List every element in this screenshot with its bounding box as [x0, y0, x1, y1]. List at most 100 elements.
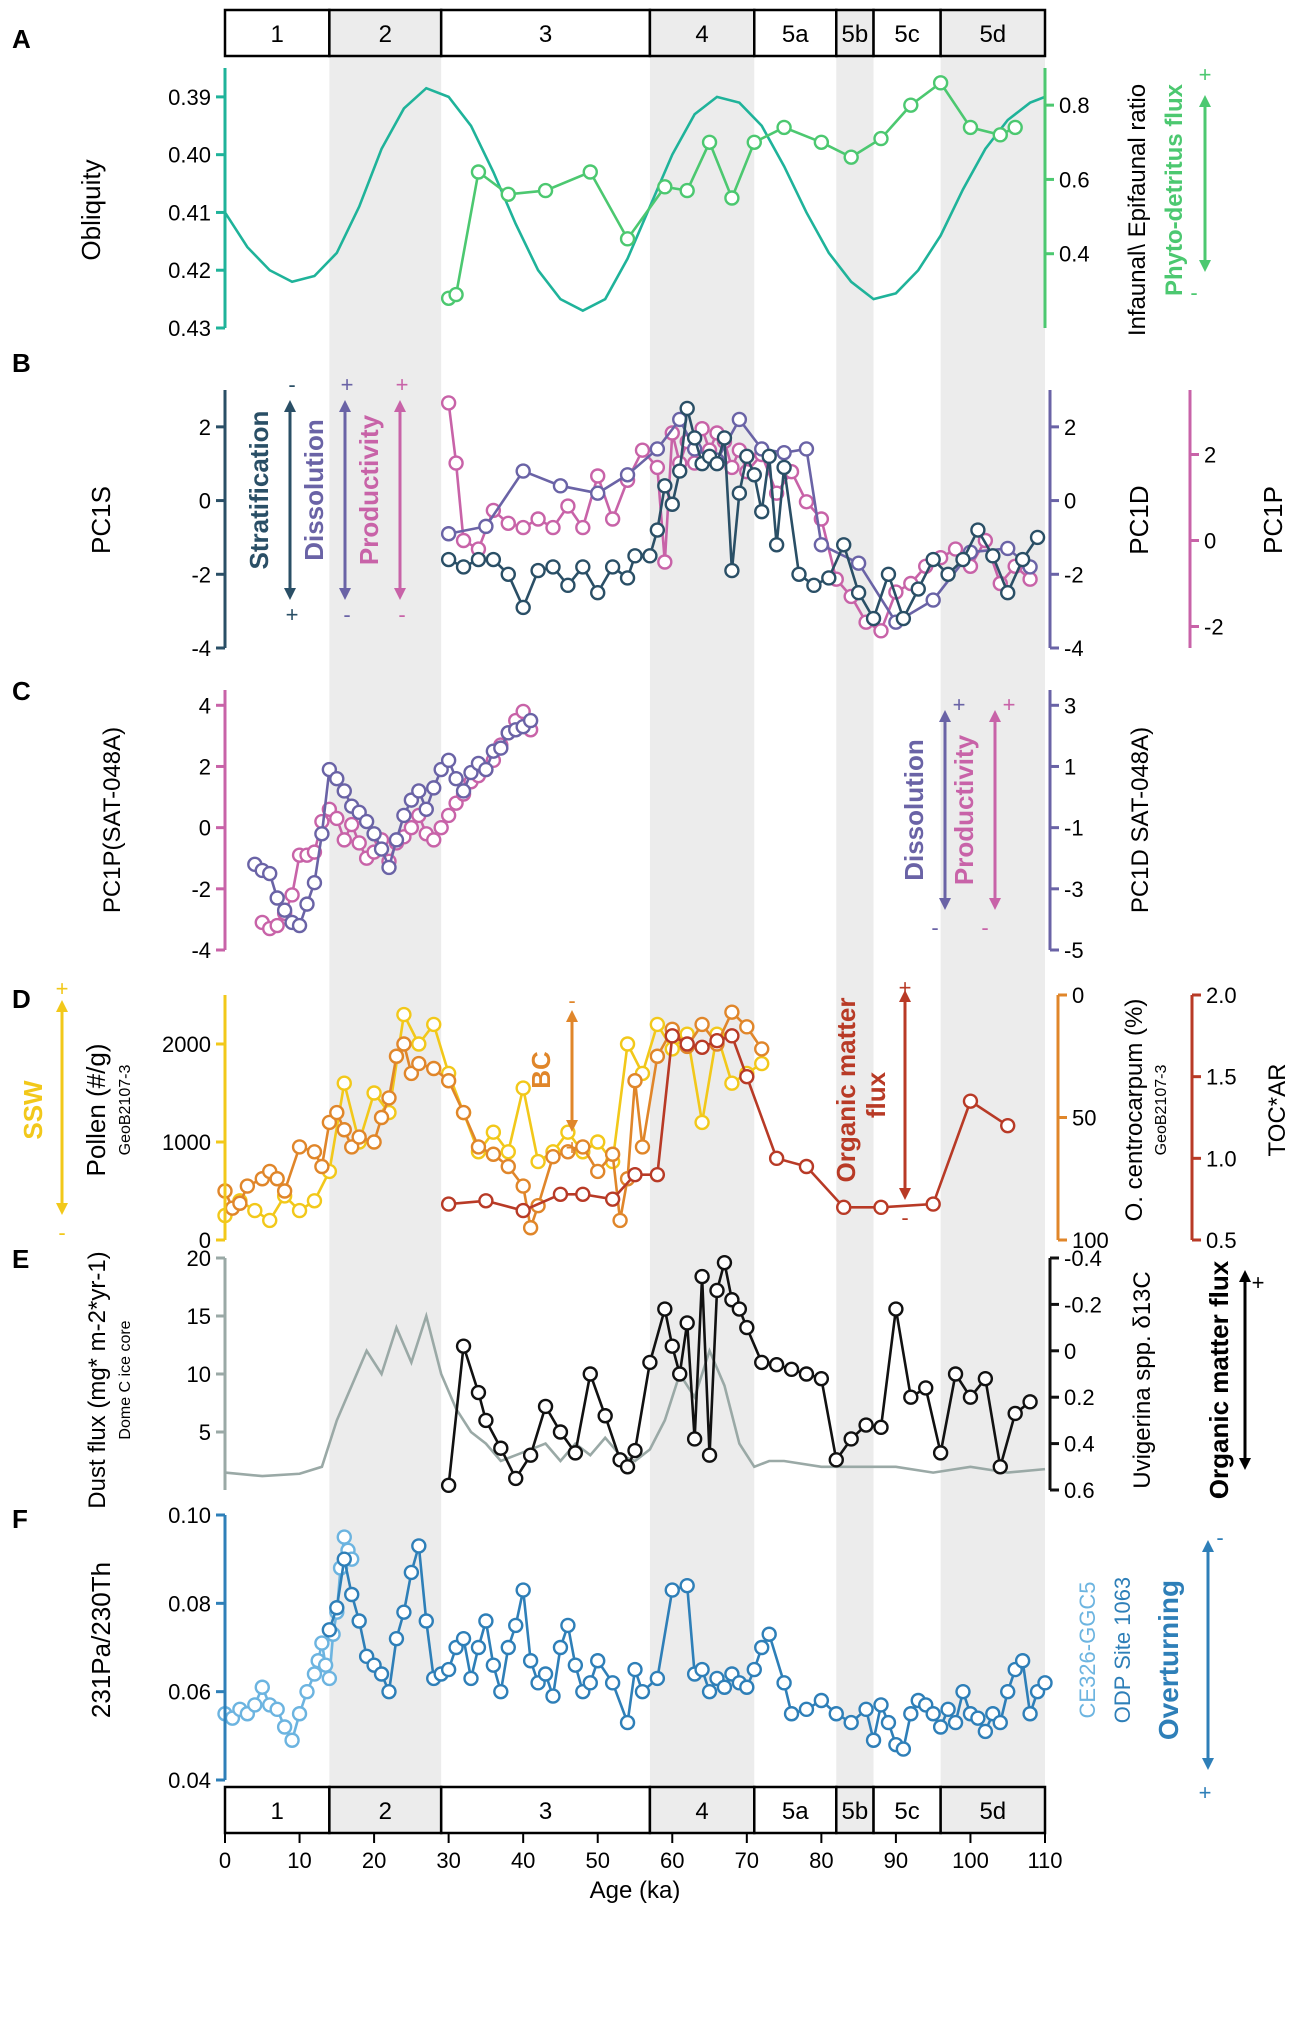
- d-left-label: Pollen (#/g): [81, 1044, 111, 1177]
- data-point: [1037, 1675, 1053, 1691]
- data-point: [649, 1166, 666, 1183]
- data-point: [478, 1412, 494, 1429]
- c-arrow-label-1: Productivity: [949, 734, 979, 885]
- data-point: [761, 448, 777, 465]
- stage-bars: 1 2 3 4 5a 5b 5c 5d 1 2 3 4 5a 5b 5c 5d: [223, 8, 1047, 1835]
- x-tick-label: 20: [362, 1848, 386, 1873]
- data-point: [426, 1016, 442, 1033]
- data-point: [1000, 1683, 1016, 1700]
- data-point: [396, 1036, 412, 1052]
- data-point: [977, 1370, 994, 1387]
- data-point: [552, 1424, 569, 1440]
- data-point: [582, 1366, 598, 1382]
- data-point: [590, 1653, 606, 1669]
- data-point: [873, 1697, 889, 1713]
- c-right-axis-tick-label: -3: [1064, 877, 1084, 902]
- panel-letter-D: D: [12, 984, 31, 1014]
- d-arrow-bc-head-up: [566, 1010, 578, 1022]
- panel-letter-C: C: [12, 676, 31, 706]
- data-point: [768, 1357, 785, 1373]
- data-point: [575, 559, 591, 575]
- data-point: [813, 134, 830, 150]
- data-point: [634, 1139, 651, 1155]
- data-point: [306, 1193, 323, 1209]
- data-point: [448, 286, 464, 303]
- data-point: [455, 783, 472, 799]
- stage-box-2: [328, 8, 443, 58]
- data-point: [686, 1431, 703, 1447]
- data-point: [522, 712, 539, 729]
- data-point: [485, 1146, 502, 1162]
- data-point: [776, 119, 792, 136]
- data-point: [776, 1675, 792, 1691]
- data-point: [590, 1163, 606, 1180]
- data-point: [664, 1028, 680, 1044]
- b-arrow-0-head-down: [284, 588, 296, 600]
- data-point: [269, 917, 285, 934]
- d-ssw-top: +: [56, 976, 69, 1001]
- data-point: [500, 186, 516, 202]
- data-point: [1007, 119, 1023, 136]
- data-point: [299, 1683, 315, 1700]
- b-arrow-bottom-0: +: [286, 602, 299, 627]
- data-point: [783, 1361, 800, 1378]
- b-mid-axis-tick-label: 2: [1064, 415, 1076, 440]
- d-mid-sublabel: GeoB2107-3: [1153, 1065, 1170, 1156]
- data-point: [448, 455, 464, 471]
- data-point: [821, 570, 837, 586]
- data-point: [575, 1186, 591, 1202]
- data-point: [880, 1714, 897, 1731]
- e-arrow-head-down: [1239, 1458, 1251, 1470]
- data-point: [679, 1036, 695, 1052]
- data-point: [746, 467, 762, 483]
- data-point: [455, 1338, 472, 1354]
- c-left-axis-tick-label: 0: [199, 816, 211, 841]
- data-point: [672, 1366, 688, 1382]
- data-point: [888, 1301, 904, 1317]
- data-point: [843, 1431, 859, 1447]
- b-arrow-2-head-up: [394, 400, 406, 412]
- data-point: [455, 559, 472, 575]
- d-arrow-ssw-head-down: [56, 1203, 68, 1215]
- d-right-axis-tick-label: 2.0: [1206, 983, 1237, 1008]
- data-point: [746, 134, 762, 150]
- data-point: [239, 1178, 256, 1194]
- c-arrow-bottom-0: -: [931, 915, 938, 940]
- data-point: [433, 819, 449, 836]
- data-point: [903, 1706, 919, 1722]
- d-bc-bottom: +: [566, 1135, 579, 1160]
- c-right-label: PC1D SAT-048A): [1127, 727, 1154, 913]
- stage-box-3: [439, 1785, 652, 1835]
- data-point: [440, 1196, 457, 1212]
- data-point: [403, 1564, 420, 1581]
- x-axis-title: Age (ka): [590, 1877, 681, 1904]
- b-right-axis-tick-label: 0: [1204, 529, 1216, 554]
- e-arrow-label: Organic matter flux: [1204, 1260, 1234, 1499]
- c-arrow-label-0: Dissolution: [899, 739, 929, 881]
- data-point: [470, 551, 487, 568]
- data-point: [843, 1714, 859, 1731]
- data-point: [925, 592, 941, 608]
- data-point: [672, 463, 688, 479]
- c-right-axis-tick-label: -5: [1064, 938, 1084, 963]
- data-point: [619, 467, 636, 483]
- data-point: [232, 1195, 248, 1211]
- data-point: [269, 1171, 285, 1187]
- b-left-axis-tick-label: 2: [199, 415, 211, 440]
- data-point: [329, 1600, 345, 1616]
- data-point: [262, 1212, 278, 1229]
- data-point: [828, 1706, 844, 1722]
- labels-layer: A Obliquity Infaunal\ Epifaunal ratio Phyto…: [12, 24, 1291, 1805]
- data-point: [396, 1006, 412, 1023]
- data-point: [1000, 1117, 1016, 1134]
- data-point: [269, 1701, 285, 1718]
- data-point: [1007, 1405, 1023, 1422]
- data-point: [619, 570, 636, 586]
- e-arrow-bottom: -: [1214, 1480, 1221, 1505]
- x-tick-label: 10: [287, 1848, 311, 1873]
- data-point: [932, 1719, 949, 1735]
- d-arrow-label-om-2: flux: [861, 1071, 891, 1118]
- data-point: [746, 1661, 762, 1678]
- e-left-axis-tick-label: 15: [187, 1304, 211, 1329]
